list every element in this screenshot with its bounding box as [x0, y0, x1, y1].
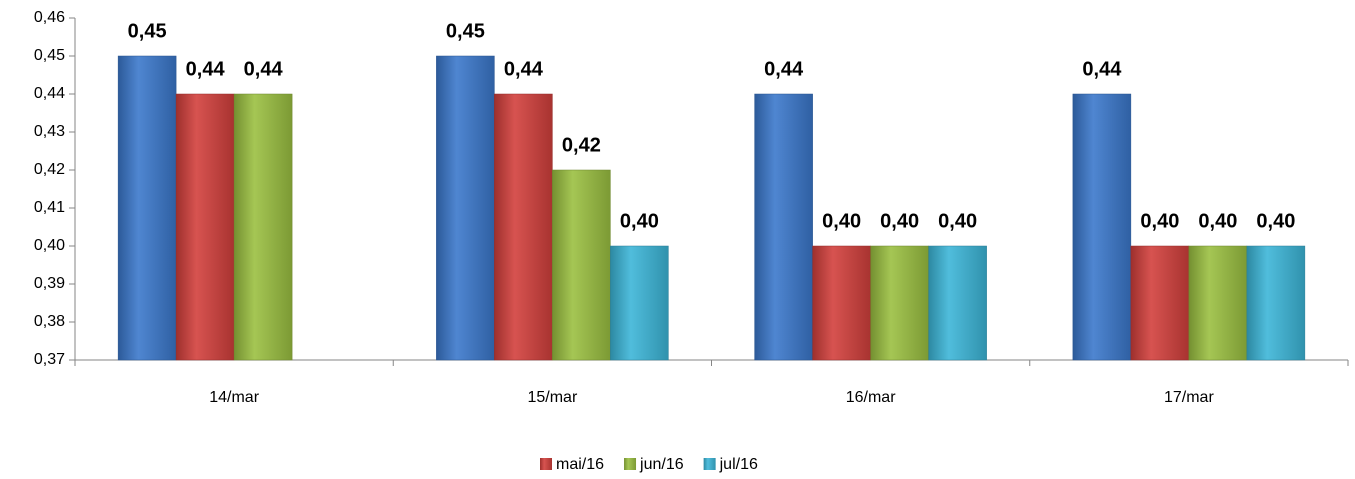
value-label: 0,40 [620, 210, 659, 232]
value-label: 0,40 [1256, 210, 1295, 232]
y-tick-label: 0,45 [34, 47, 65, 64]
x-tick-label: 16/mar [846, 389, 896, 406]
bar [552, 169, 611, 361]
bar [928, 245, 987, 361]
value-label: 0,44 [186, 58, 226, 80]
y-tick-label: 0,43 [34, 123, 65, 140]
value-label: 0,40 [938, 210, 977, 232]
legend-swatch [624, 458, 637, 470]
value-label: 0,44 [1082, 58, 1122, 80]
legend-label: jul/16 [719, 456, 758, 473]
legend-label: mai/16 [556, 456, 604, 473]
value-label: 0,42 [562, 134, 601, 156]
x-tick-label: 14/mar [209, 389, 259, 406]
bar [494, 93, 553, 361]
bar [436, 55, 495, 361]
value-label: 0,40 [822, 210, 861, 232]
y-tick-label: 0,40 [34, 237, 65, 254]
bar [1072, 93, 1132, 361]
bar [1246, 245, 1306, 361]
bar [812, 245, 871, 361]
bar [870, 245, 929, 361]
legend-swatch [703, 458, 716, 470]
y-tick-label: 0,37 [34, 351, 65, 368]
bar [1188, 245, 1248, 361]
value-label: 0,40 [1198, 210, 1237, 232]
bar [117, 55, 177, 361]
legend-swatch [540, 458, 552, 470]
value-label: 0,44 [244, 58, 284, 80]
y-tick-label: 0,38 [34, 313, 65, 330]
y-tick-label: 0,41 [34, 199, 65, 216]
x-tick-label: 15/mar [527, 389, 577, 406]
bar [233, 93, 293, 361]
value-label: 0,40 [880, 210, 919, 232]
y-tick-label: 0,44 [34, 85, 65, 102]
bar [754, 93, 813, 361]
value-label: 0,40 [1140, 210, 1179, 232]
value-label: 0,45 [128, 20, 167, 42]
y-tick-label: 0,42 [34, 161, 65, 178]
y-tick-label: 0,39 [34, 275, 65, 292]
value-label: 0,44 [504, 58, 544, 80]
x-tick-label: 17/mar [1164, 389, 1214, 406]
y-tick-label: 0,46 [34, 9, 65, 26]
legend-label: jun/16 [639, 456, 684, 473]
bar [610, 245, 669, 361]
bar [1130, 245, 1190, 361]
bar [175, 93, 235, 361]
value-label: 0,44 [764, 58, 804, 80]
value-label: 0,45 [446, 20, 485, 42]
